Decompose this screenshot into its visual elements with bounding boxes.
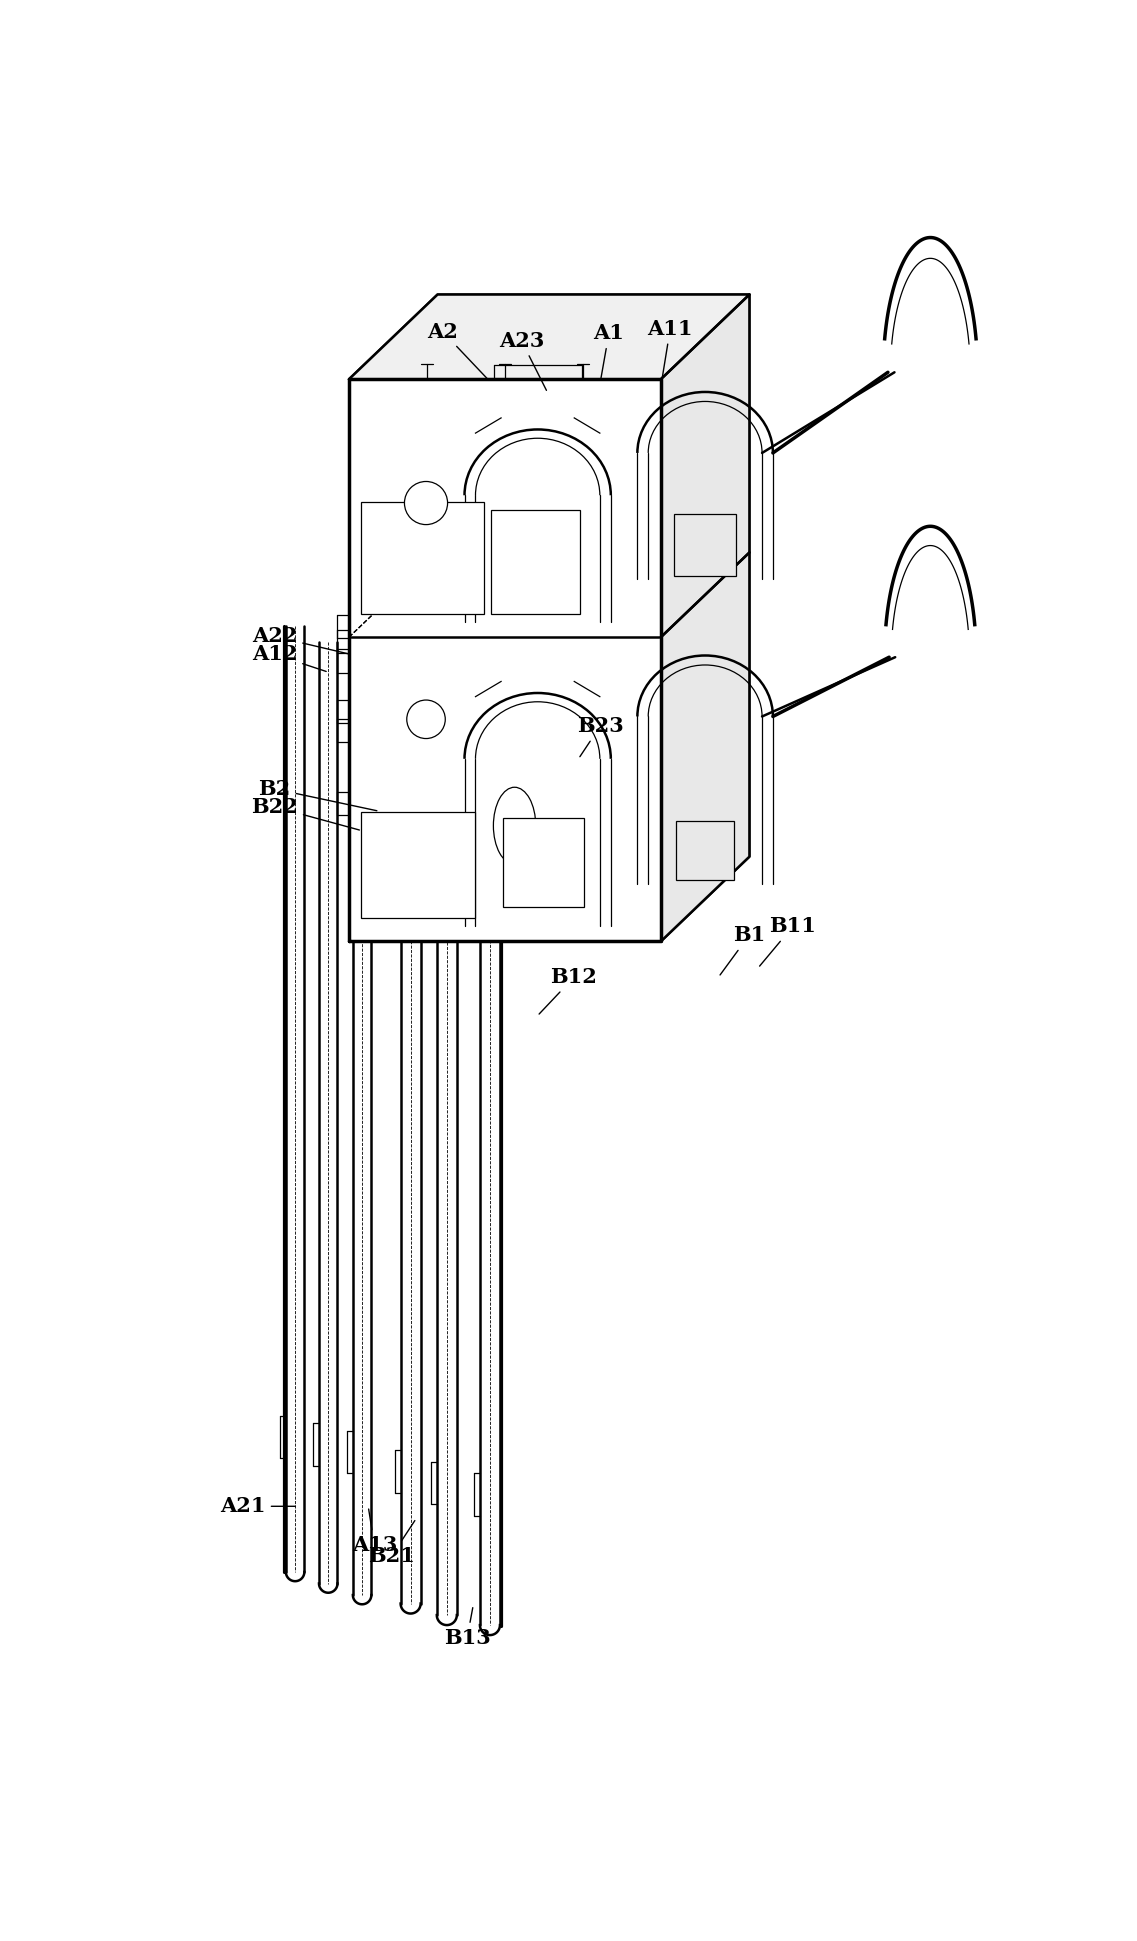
Bar — [491, 510, 580, 613]
Bar — [360, 811, 474, 918]
Text: A2: A2 — [428, 322, 489, 380]
Text: A11: A11 — [647, 318, 694, 380]
Text: B11: B11 — [760, 916, 816, 967]
Bar — [503, 817, 584, 906]
Text: B1: B1 — [720, 926, 765, 974]
Text: A23: A23 — [499, 330, 547, 390]
Text: B2: B2 — [258, 778, 376, 811]
Polygon shape — [661, 295, 749, 941]
Polygon shape — [661, 295, 749, 941]
Bar — [675, 821, 735, 879]
Polygon shape — [349, 378, 661, 941]
Text: B13: B13 — [443, 1607, 490, 1648]
Text: A1: A1 — [594, 322, 624, 380]
Text: B23: B23 — [576, 716, 623, 757]
Ellipse shape — [493, 788, 536, 864]
Polygon shape — [349, 378, 661, 941]
Text: A22: A22 — [251, 627, 348, 654]
Polygon shape — [349, 295, 749, 378]
Text: B21: B21 — [368, 1520, 415, 1566]
Text: A21: A21 — [221, 1497, 296, 1516]
Text: B22: B22 — [251, 798, 359, 831]
Circle shape — [407, 701, 446, 738]
Bar — [674, 514, 736, 576]
Polygon shape — [349, 295, 749, 378]
Text: B12: B12 — [539, 967, 597, 1013]
Text: A13: A13 — [351, 1508, 397, 1555]
Text: A12: A12 — [251, 644, 326, 672]
Circle shape — [405, 481, 448, 524]
Bar — [360, 503, 483, 613]
